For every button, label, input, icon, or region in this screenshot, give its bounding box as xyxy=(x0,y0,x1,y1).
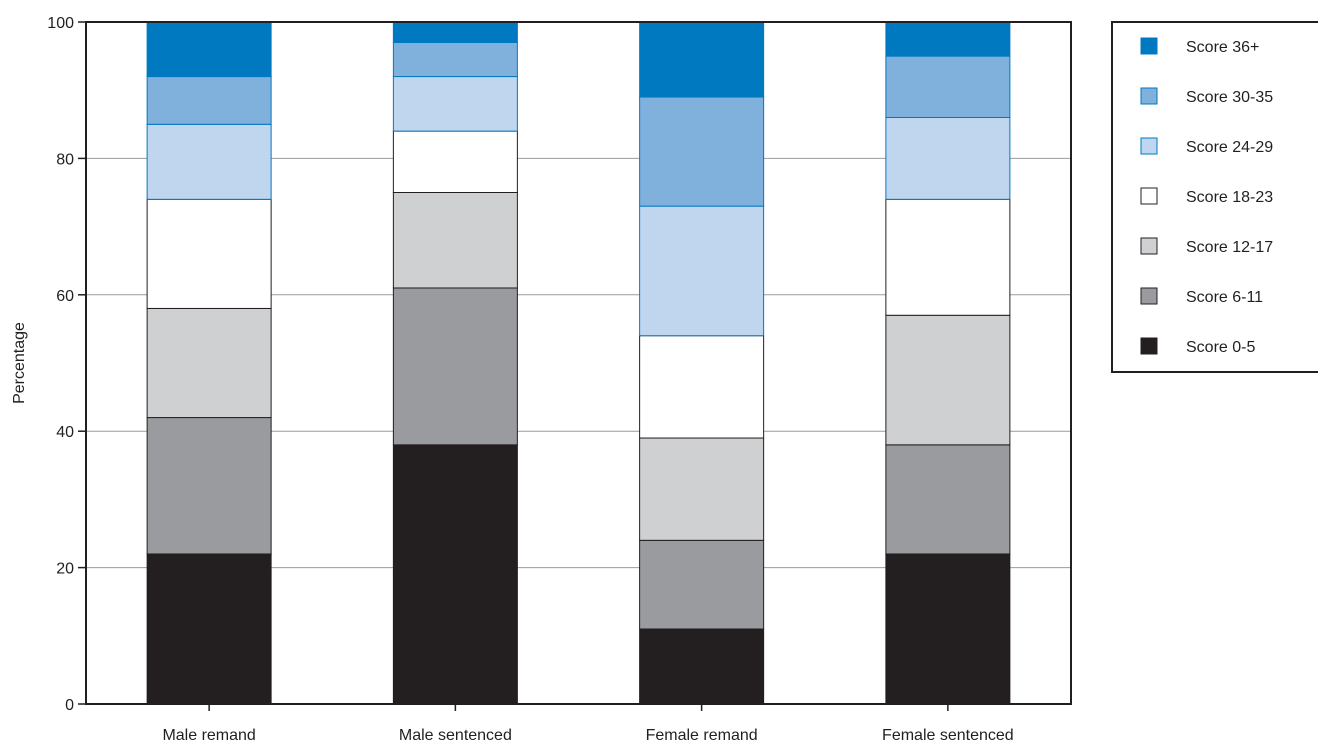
bar-segment xyxy=(640,438,764,540)
bar-segment xyxy=(886,315,1010,445)
legend-label: Score 18-23 xyxy=(1186,189,1273,206)
y-tick-label: 60 xyxy=(56,288,74,305)
legend-swatch xyxy=(1141,38,1157,54)
x-tick-label: Female sentenced xyxy=(882,727,1014,744)
x-tick-label: Female remand xyxy=(646,727,758,744)
x-tick-label: Male remand xyxy=(162,727,255,744)
legend-swatch xyxy=(1141,188,1157,204)
y-tick-label: 80 xyxy=(56,151,74,168)
legend-swatch xyxy=(1141,88,1157,104)
bar-segment xyxy=(886,554,1010,704)
bar-segment xyxy=(393,22,517,42)
bar-segment xyxy=(147,77,271,125)
bar-segment xyxy=(886,56,1010,117)
legend-label: Score 30-35 xyxy=(1186,89,1273,106)
bar-segment xyxy=(393,77,517,132)
bars xyxy=(147,22,1010,704)
bar-segment xyxy=(393,131,517,192)
bar-segment xyxy=(393,288,517,445)
bar-segment xyxy=(147,199,271,308)
bar-segment xyxy=(886,445,1010,554)
bar-segment xyxy=(640,206,764,336)
bar-segment xyxy=(640,336,764,438)
bar-segment xyxy=(886,22,1010,56)
y-tick-label: 100 xyxy=(47,15,74,32)
bar-segment xyxy=(393,42,517,76)
y-axis-title: Percentage xyxy=(11,322,28,404)
x-tick-label: Male sentenced xyxy=(399,727,512,744)
legend-label: Score 6-11 xyxy=(1186,289,1263,306)
bar-segment xyxy=(147,22,271,77)
legend-swatch xyxy=(1141,138,1157,154)
bar-segment xyxy=(393,193,517,288)
bar-segment xyxy=(393,445,517,704)
bar-segment xyxy=(640,97,764,206)
legend-swatch xyxy=(1141,238,1157,254)
x-axis: Male remand Male sentenced Female remand Fe… xyxy=(162,704,1013,744)
legend-label: Score 24-29 xyxy=(1186,139,1273,156)
legend-label: Score 36+ xyxy=(1186,39,1259,56)
bar-segment xyxy=(147,554,271,704)
bar-segment xyxy=(886,117,1010,199)
y-tick-label: 0 xyxy=(65,697,74,714)
legend-label: Score 12-17 xyxy=(1186,239,1273,256)
legend-swatch xyxy=(1141,288,1157,304)
legend: Score 36+ Score 30-35 Score 24-29 Score 18-… xyxy=(1112,22,1318,372)
bar-segment xyxy=(640,540,764,629)
y-tick-label: 40 xyxy=(56,424,74,441)
y-tick-label: 20 xyxy=(56,561,74,578)
bar-segment xyxy=(147,418,271,554)
bar-segment xyxy=(640,629,764,704)
legend-label: Score 0-5 xyxy=(1186,339,1255,356)
bar-segment xyxy=(147,308,271,417)
bar-segment xyxy=(886,199,1010,315)
bar-segment xyxy=(640,22,764,97)
bar-segment xyxy=(147,124,271,199)
y-axis: 0 20 40 60 80 100 xyxy=(47,15,86,714)
legend-swatch xyxy=(1141,338,1157,354)
